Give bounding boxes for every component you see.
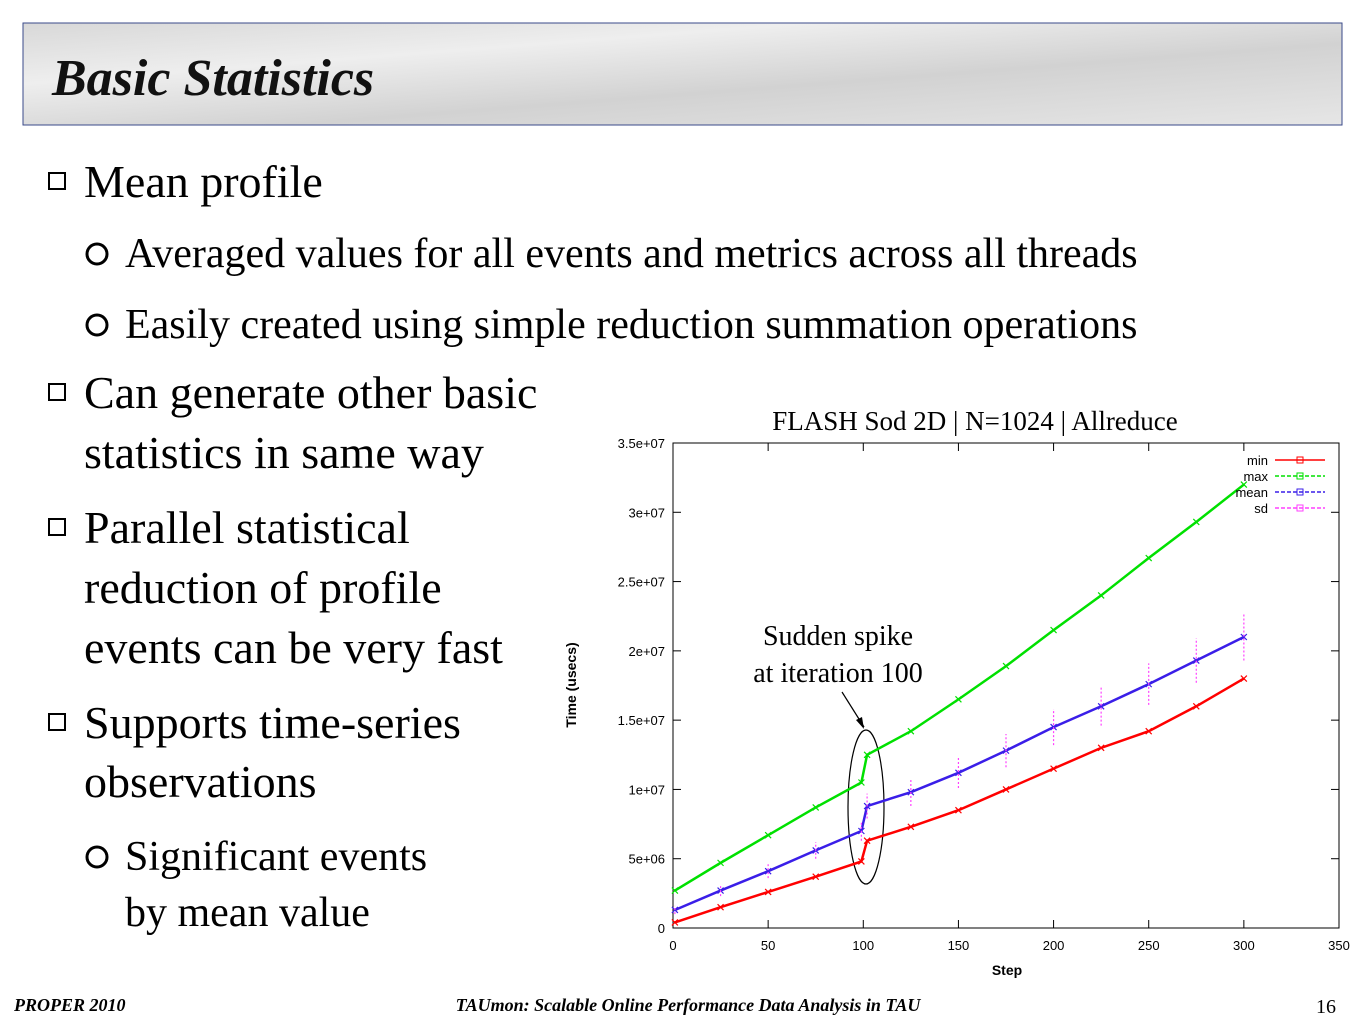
x-tick-label: 300 bbox=[1233, 938, 1255, 953]
point bbox=[863, 751, 871, 759]
point bbox=[857, 779, 865, 786]
legend-label: mean bbox=[1235, 485, 1268, 500]
x-axis-label: Step bbox=[992, 962, 1022, 978]
bullet-text: events can be very fast bbox=[84, 622, 503, 673]
annotation: Sudden spike bbox=[763, 621, 913, 652]
bullet-box bbox=[48, 383, 66, 401]
bullet-circle bbox=[85, 845, 109, 869]
point bbox=[907, 823, 915, 831]
y-axis-label: Time (usecs) bbox=[563, 642, 579, 727]
point bbox=[1145, 727, 1153, 735]
point bbox=[1192, 518, 1200, 526]
bullet-box bbox=[48, 518, 66, 536]
point bbox=[1002, 786, 1010, 793]
point bbox=[863, 837, 871, 845]
bullet-text: Significant events bbox=[125, 834, 427, 880]
series-line bbox=[674, 483, 1245, 892]
point bbox=[764, 831, 772, 839]
point bbox=[717, 903, 724, 911]
y-tick-label: 1.5e+07 bbox=[618, 713, 665, 728]
point bbox=[671, 887, 679, 895]
point bbox=[812, 873, 820, 881]
bullet-text: observations bbox=[84, 756, 317, 807]
x-tick-label: 250 bbox=[1138, 938, 1160, 953]
point bbox=[955, 769, 962, 777]
point bbox=[1240, 633, 1248, 641]
point bbox=[1240, 675, 1248, 682]
point bbox=[812, 804, 820, 811]
bullet-box bbox=[48, 713, 66, 731]
x-tick-label: 0 bbox=[669, 938, 676, 953]
legend-label: min bbox=[1247, 453, 1268, 468]
point bbox=[1002, 662, 1010, 670]
bullet-text: by mean value bbox=[125, 890, 370, 936]
point bbox=[764, 867, 772, 875]
bullets: Mean profile Averaged values for all even… bbox=[48, 156, 1138, 936]
x-tick-label: 350 bbox=[1328, 938, 1350, 953]
title-bar bbox=[22, 22, 1343, 126]
point bbox=[1240, 481, 1248, 488]
chart-title: FLASH Sod 2D | N=1024 | Allreduce bbox=[772, 406, 1178, 436]
bullet-text: reduction of profile bbox=[84, 562, 442, 613]
point bbox=[1192, 702, 1200, 710]
bullet-text: Mean profile bbox=[84, 156, 323, 207]
bullet-circle bbox=[85, 313, 109, 337]
arrow-head bbox=[856, 717, 864, 729]
plot-frame bbox=[672, 442, 1340, 929]
series-line bbox=[674, 635, 1245, 912]
footer-center: TAUmon: Scalable Online Performance Data… bbox=[456, 995, 922, 1015]
legend-label: sd bbox=[1254, 501, 1268, 516]
y-tick-label: 5e+06 bbox=[628, 852, 665, 867]
point bbox=[1097, 592, 1105, 599]
legend-label: max bbox=[1243, 469, 1268, 484]
point bbox=[764, 888, 772, 896]
point bbox=[955, 806, 962, 814]
y-tick-label: 2e+07 bbox=[628, 644, 665, 659]
point bbox=[955, 695, 962, 703]
spike-ellipse bbox=[847, 729, 885, 885]
x-tick-label: 150 bbox=[948, 938, 970, 953]
point bbox=[1145, 554, 1153, 562]
legend-marker bbox=[1296, 472, 1304, 480]
chart: FLASH Sod 2D | N=1024 | Allreduce Step T… bbox=[563, 406, 1350, 978]
bullet-box bbox=[48, 172, 66, 190]
x-tick-label: 100 bbox=[852, 938, 874, 953]
bullet-text: Supports time-series bbox=[84, 697, 461, 748]
legend-marker bbox=[1296, 456, 1304, 464]
bullet-text: Easily created using simple reduction su… bbox=[125, 302, 1137, 348]
point bbox=[1192, 657, 1200, 664]
point bbox=[717, 859, 724, 867]
y-tick-label: 3.5e+07 bbox=[618, 436, 665, 451]
slide-title: Basic Statistics bbox=[51, 50, 374, 107]
point bbox=[671, 919, 679, 926]
y-tick-label: 3e+07 bbox=[628, 505, 665, 520]
bullet-text: Can generate other basic bbox=[84, 367, 537, 418]
x-tick-label: 50 bbox=[761, 938, 775, 953]
page-number: 16 bbox=[1316, 996, 1336, 1018]
y-tick-label: 1e+07 bbox=[628, 782, 665, 797]
bullet-text: Averaged values for all events and metri… bbox=[125, 231, 1138, 277]
series-line bbox=[674, 677, 1245, 924]
point bbox=[1097, 744, 1105, 752]
point bbox=[857, 858, 865, 865]
legend-marker bbox=[1296, 504, 1304, 512]
y-tick-label: 0 bbox=[658, 921, 665, 936]
footer-left: PROPER 2010 bbox=[13, 995, 126, 1015]
bullet-circle bbox=[85, 242, 109, 266]
point bbox=[1050, 765, 1057, 773]
point bbox=[1097, 702, 1105, 710]
bullet-text: Parallel statistical bbox=[84, 502, 410, 553]
point bbox=[1050, 723, 1057, 731]
annotation: at iteration 100 bbox=[753, 658, 923, 689]
legend-marker bbox=[1296, 488, 1304, 496]
bullet-text: statistics in same way bbox=[84, 427, 484, 478]
x-tick-label: 200 bbox=[1043, 938, 1065, 953]
point bbox=[1050, 626, 1057, 634]
y-tick-label: 2.5e+07 bbox=[618, 575, 665, 590]
point bbox=[907, 727, 915, 735]
